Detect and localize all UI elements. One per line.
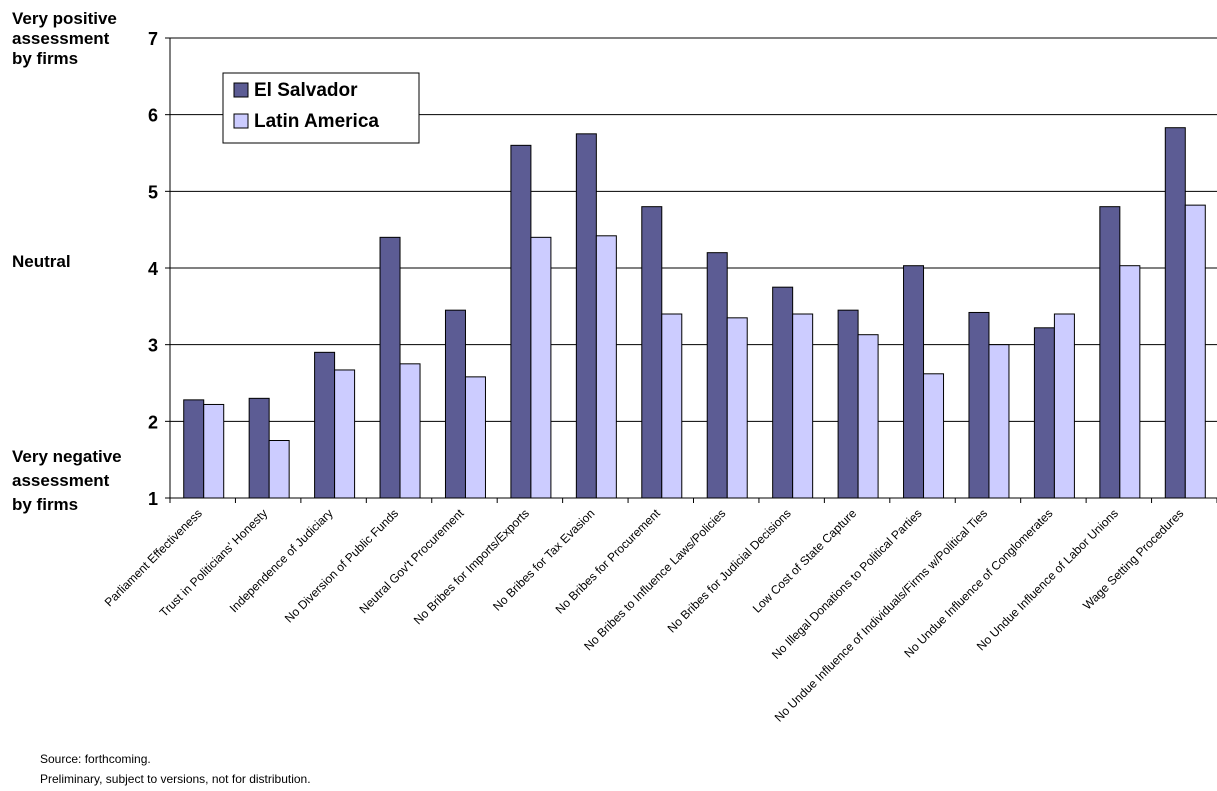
bar-latin-america-4: [399, 363, 421, 499]
y-tick-label-6: 6: [148, 106, 158, 126]
side-label-negative-1: Very negative: [12, 447, 122, 466]
x-tick-label-6: No Bribes for Imports/Exports: [411, 506, 532, 627]
bar-el-salvador-7: [575, 133, 597, 499]
side-label-neutral: Neutral: [12, 252, 71, 271]
preliminary-note: Preliminary, subject to versions, not fo…: [40, 772, 311, 786]
bar-el-salvador-8: [641, 206, 663, 499]
x-tick-label-4: No Diversion of Public Funds: [282, 506, 401, 625]
side-label-positive-2: assessment: [12, 29, 110, 48]
y-tick-label-1: 1: [148, 489, 158, 509]
bar-latin-america-16: [1184, 204, 1206, 499]
bar-el-salvador-1: [183, 399, 205, 499]
bar-latin-america-14: [1053, 313, 1075, 499]
y-tick-label-5: 5: [148, 182, 158, 202]
bar-el-salvador-5: [444, 309, 466, 499]
bar-latin-america-10: [792, 313, 814, 499]
bar-latin-america-3: [334, 369, 356, 499]
bar-latin-america-5: [464, 376, 486, 499]
legend-box: [222, 72, 420, 144]
bar-latin-america-11: [857, 334, 879, 499]
y-tick-label-2: 2: [148, 412, 158, 432]
bar-latin-america-1: [203, 403, 225, 499]
bar-el-salvador-6: [510, 144, 532, 499]
x-tick-label-9: No Bribes to Influence Laws/Policies: [581, 506, 728, 653]
bar-el-salvador-11: [837, 309, 859, 499]
x-tick-label-11: Low Cost of State Capture: [750, 506, 860, 616]
bar-latin-america-13: [988, 344, 1010, 499]
y-tick-label-3: 3: [148, 336, 158, 356]
bar-el-salvador-13: [968, 311, 990, 499]
bar-latin-america-9: [726, 317, 748, 499]
side-label-negative-3: by firms: [12, 495, 78, 514]
source-note: Source: forthcoming.: [40, 752, 151, 766]
bar-el-salvador-14: [1033, 327, 1055, 499]
legend-swatch-1: [233, 82, 249, 98]
bar-latin-america-2: [268, 440, 290, 499]
bar-el-salvador-15: [1099, 206, 1121, 499]
bar-el-salvador-4: [379, 236, 401, 499]
bar-latin-america-6: [530, 236, 552, 499]
bar-el-salvador-9: [706, 252, 728, 499]
legend-label-1: El Salvador: [254, 80, 358, 101]
bar-el-salvador-3: [314, 351, 336, 499]
x-tick-label-14: No Undue Influence of Conglomerates: [901, 506, 1055, 660]
y-tick-label-4: 4: [148, 259, 158, 279]
x-tick-label-15: No Undue Influence of Labor Unions: [974, 506, 1121, 653]
side-label-positive-1: Very positive: [12, 9, 117, 28]
y-tick-label-7: 7: [148, 29, 158, 49]
x-tick-label-8: No Bribes for Procurement: [553, 506, 664, 617]
x-tick-label-10: No Bribes for Judicial Decisions: [665, 506, 794, 635]
bar-el-salvador-10: [772, 286, 794, 499]
bar-latin-america-12: [923, 373, 945, 499]
side-label-negative-2: assessment: [12, 471, 110, 490]
x-tick-label-5: Neutral Gov't Procurement: [357, 506, 468, 617]
bar-latin-america-7: [595, 235, 617, 499]
bar-el-salvador-12: [903, 265, 925, 499]
bar-el-salvador-16: [1164, 127, 1186, 499]
bar-latin-america-8: [661, 313, 683, 499]
side-label-positive-3: by firms: [12, 49, 78, 68]
bar-latin-america-15: [1119, 265, 1141, 499]
legend-swatch-2: [233, 113, 249, 129]
bar-el-salvador-2: [248, 397, 270, 499]
x-tick-label-2: Trust in Politicians' Honesty: [157, 506, 271, 620]
legend-label-2: Latin America: [254, 111, 379, 132]
